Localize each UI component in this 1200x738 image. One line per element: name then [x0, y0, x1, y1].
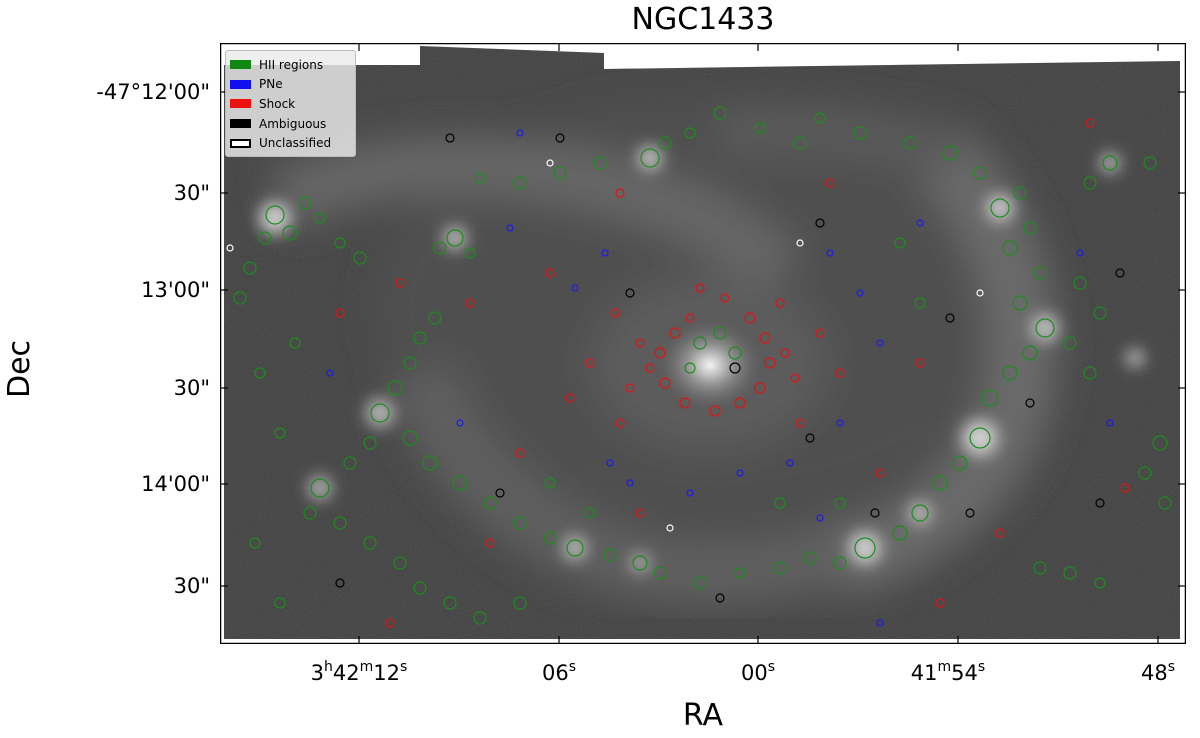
- xtick-label-0: 3h42m12s: [311, 660, 408, 686]
- unclassified-region-outlines: [226, 159, 984, 532]
- shock-region-outlines: [335, 118, 1130, 628]
- xtick-4-seconds: 48: [1140, 661, 1168, 685]
- xtick-label-3: 41m54s: [911, 660, 985, 686]
- legend-item-shock: Shock: [230, 94, 351, 114]
- legend-swatch-hii: [230, 60, 251, 70]
- legend-swatch-pne: [230, 79, 251, 89]
- xtick-label-2: 00s: [741, 660, 775, 686]
- axes-frame: [220, 43, 1186, 644]
- legend-label-unclassified: Unclassified: [259, 136, 332, 151]
- diffuse-glow: [266, 98, 1057, 607]
- legend-label-shock: Shock: [259, 96, 296, 111]
- xtick-2-seconds: 00: [740, 661, 768, 685]
- galaxy-image-panel: [220, 43, 1186, 644]
- legend-item-pne: PNe: [230, 75, 351, 95]
- legend-swatch-unclassified: [230, 138, 251, 148]
- xtick-3-seconds: 54: [951, 661, 978, 685]
- xtick-3-minutes: 41: [910, 661, 938, 685]
- xtick-0-seconds: 12: [373, 661, 401, 685]
- xtick-0-minutes: 42: [332, 661, 360, 685]
- xtick-0-hours: 3: [310, 661, 325, 685]
- xtick-1-seconds: 06: [541, 661, 569, 685]
- ytick-label-2: 13'00": [141, 278, 210, 302]
- legend-swatch-ambiguous: [230, 119, 251, 129]
- legend-label-hii: HII regions: [259, 57, 324, 72]
- ambiguous-region-outlines: [335, 133, 1125, 603]
- xtick-0-h-unit: h: [324, 659, 333, 675]
- galaxy-image-svg: [220, 43, 1186, 644]
- legend-item-ambiguous: Ambiguous: [230, 114, 351, 134]
- xtick-1-s-unit: s: [568, 659, 577, 675]
- legend-item-hii: HII regions: [230, 55, 351, 75]
- xtick-0-s-unit: s: [400, 659, 408, 675]
- galaxy-map: [224, 46, 1180, 639]
- legend-item-unclassified: Unclassified: [230, 133, 351, 153]
- xtick-2-s-unit: s: [767, 659, 776, 675]
- xtick-3-m-unit: m: [937, 659, 952, 675]
- legend-swatch-shock: [230, 99, 251, 109]
- galaxy-core: [650, 313, 770, 417]
- xtick-label-4: 48s: [1141, 660, 1175, 686]
- xtick-label-1: 06s: [542, 660, 576, 686]
- ytick-label-5: 30": [173, 574, 210, 598]
- legend-label-pne: PNe: [259, 77, 283, 92]
- ytick-label-3: 30": [173, 376, 210, 400]
- ytick-label-1: 30": [173, 181, 210, 205]
- xtick-3-s-unit: s: [977, 659, 986, 675]
- axis-ticks: [220, 43, 1186, 644]
- y-axis-label: Dec: [2, 339, 37, 398]
- xtick-0-m-unit: m: [359, 659, 374, 675]
- ytick-label-0: -47°12'00": [96, 80, 210, 104]
- figure-title: NGC1433: [631, 2, 775, 37]
- hii-region-outlines: [233, 106, 1172, 625]
- xtick-4-s-unit: s: [1167, 659, 1176, 675]
- legend: HII regions PNe Shock Ambiguous Unclassi…: [225, 50, 356, 157]
- x-axis-label: RA: [682, 698, 724, 733]
- legend-label-ambiguous: Ambiguous: [259, 116, 327, 131]
- ytick-label-4: 14'00": [141, 472, 210, 496]
- pne-region-outlines: [326, 129, 1114, 627]
